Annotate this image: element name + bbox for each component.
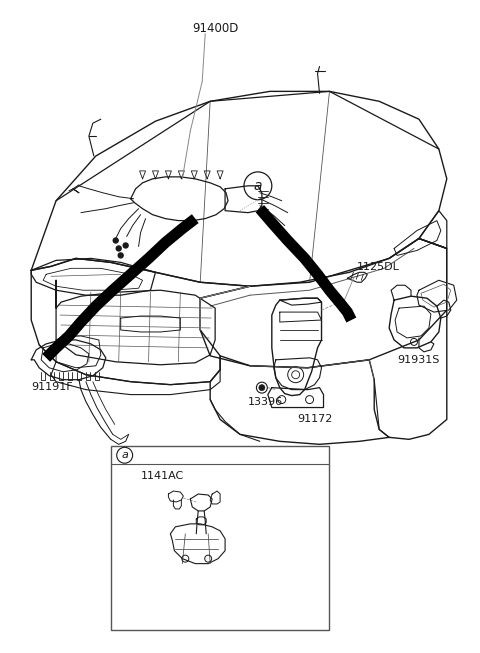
Text: 1125DL: 1125DL <box>357 263 400 272</box>
Text: 91172: 91172 <box>298 415 333 424</box>
Bar <box>111 446 329 630</box>
Text: 91400D: 91400D <box>192 22 239 35</box>
Text: 1141AC: 1141AC <box>141 471 184 481</box>
Circle shape <box>113 238 118 243</box>
Text: a: a <box>253 179 262 193</box>
Circle shape <box>259 385 265 390</box>
Text: 91191F: 91191F <box>31 382 73 392</box>
Circle shape <box>123 243 128 248</box>
Circle shape <box>118 253 123 258</box>
Circle shape <box>116 246 121 251</box>
Text: 13396: 13396 <box>248 396 283 407</box>
Text: 91931S: 91931S <box>397 355 440 365</box>
Text: a: a <box>121 451 128 460</box>
